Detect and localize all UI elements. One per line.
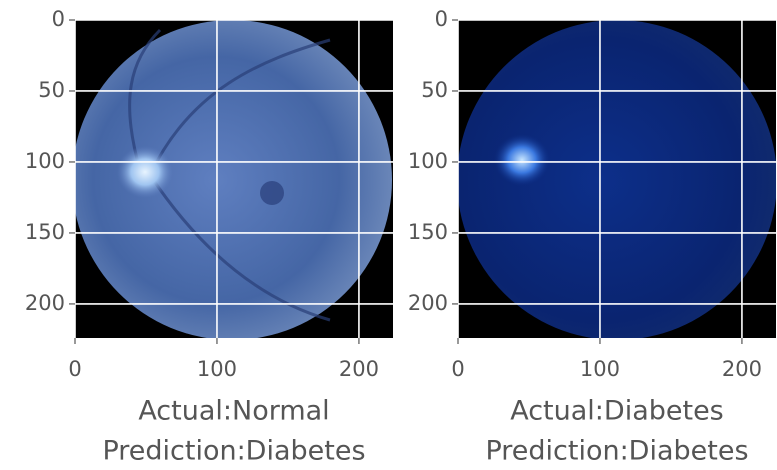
y-tick-label: 200 bbox=[25, 291, 65, 315]
y-tick-label: 0 bbox=[435, 7, 448, 31]
x-axis-label: Actual:Diabetes bbox=[510, 396, 724, 427]
image-0 bbox=[72, 20, 393, 340]
image-1 bbox=[457, 20, 777, 340]
x-tick-label: 100 bbox=[580, 357, 620, 381]
x-axis-label: Prediction:Diabetes bbox=[102, 436, 365, 467]
y-tick-label: 200 bbox=[408, 291, 448, 315]
y-tick-label: 0 bbox=[52, 7, 65, 31]
figure: 0 100 200 0 50 100 150 200 Actual:Normal Predicti… bbox=[0, 0, 777, 470]
x-axis-label: Actual:Normal bbox=[138, 396, 329, 427]
y-tick-label: 150 bbox=[408, 220, 448, 244]
y-tick-label: 50 bbox=[421, 78, 448, 102]
x-tick-label: 0 bbox=[68, 357, 81, 381]
y-tick-label: 150 bbox=[25, 220, 65, 244]
y-tick-label: 100 bbox=[408, 149, 448, 173]
x-tick-label: 100 bbox=[197, 357, 237, 381]
x-tick-label: 200 bbox=[722, 357, 762, 381]
y-tick-label: 50 bbox=[38, 78, 65, 102]
x-tick-label: 200 bbox=[339, 357, 379, 381]
y-tick-label: 100 bbox=[25, 149, 65, 173]
x-tick-label: 0 bbox=[451, 357, 464, 381]
x-axis-label: Prediction:Diabetes bbox=[485, 436, 748, 467]
